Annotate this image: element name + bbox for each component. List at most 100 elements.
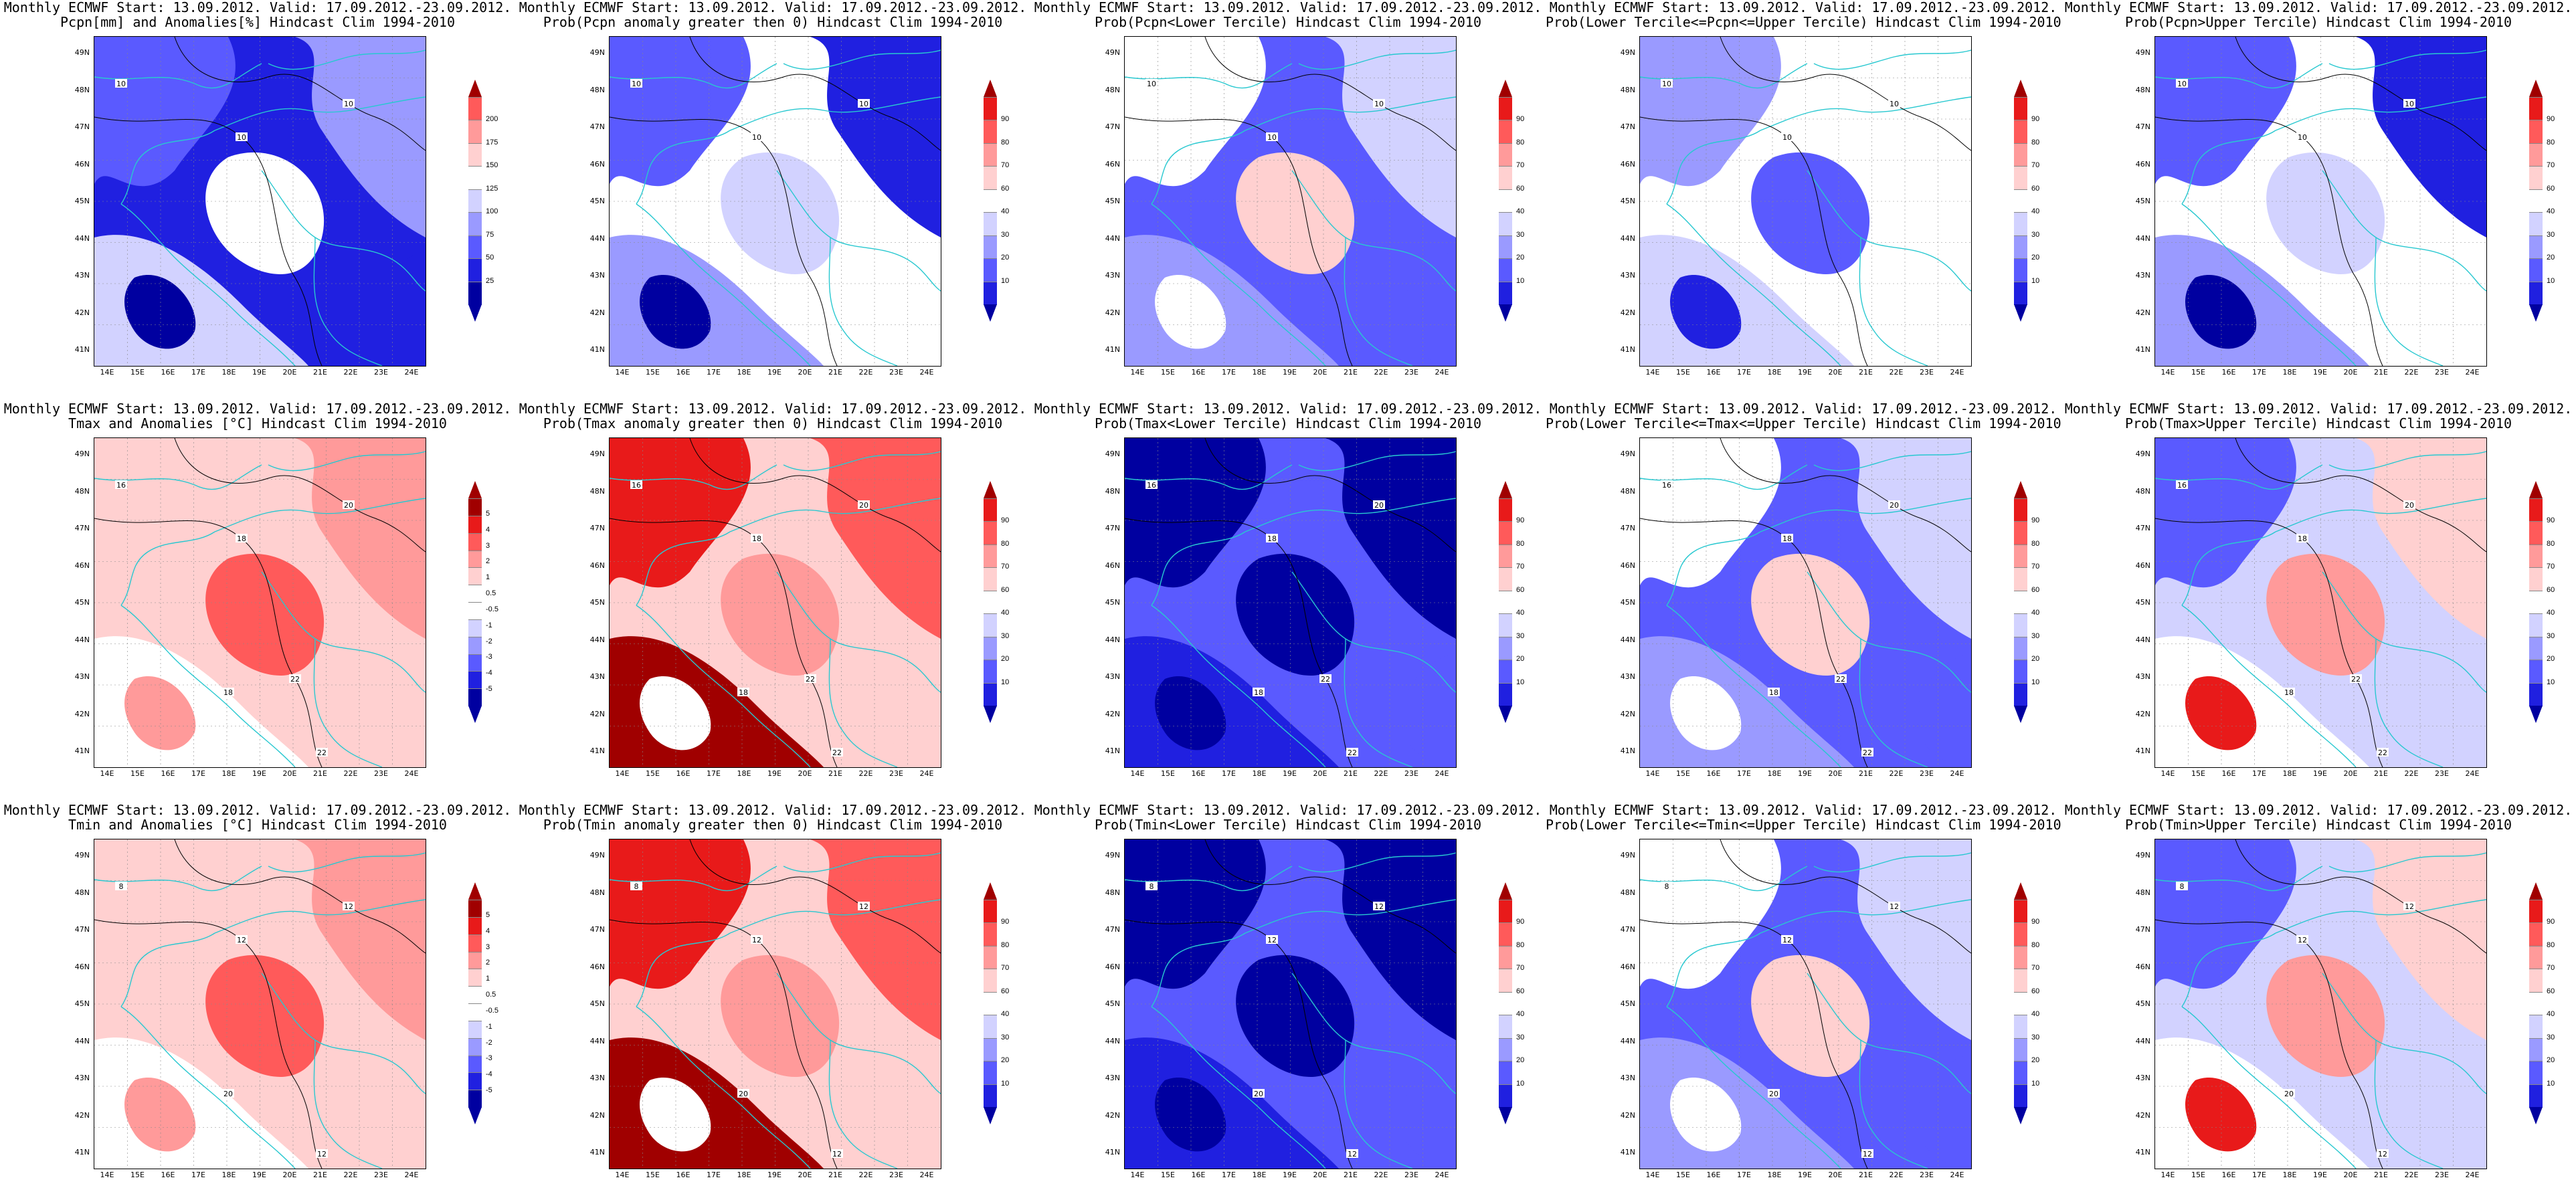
longitude-tick-label: 14E	[615, 368, 630, 377]
panel-title-line2: Prob(Tmin<Lower Tercile) Hindcast Clim 1…	[1095, 817, 1481, 833]
longitude-tick-label: 18E	[737, 769, 751, 778]
svg-text:18: 18	[1769, 688, 1778, 697]
latitude-tick-label: 43N	[1620, 672, 1635, 681]
longitude-tick-label: 23E	[374, 368, 388, 377]
longitude-tick-label: 14E	[2160, 368, 2175, 377]
colorbar-swatch	[468, 1072, 482, 1091]
colorbar-swatch	[2529, 613, 2543, 637]
colorbar-tick-label: 10	[1001, 276, 1010, 285]
colorbar-tick-label: 10	[1516, 678, 1525, 686]
coastline-border	[120, 1006, 296, 1169]
coastline-border	[1151, 531, 1246, 606]
longitude-tick-label: 14E	[2160, 769, 2175, 778]
coastline-border	[828, 638, 898, 767]
svg-text:10: 10	[1782, 133, 1792, 142]
colorbar-swatch	[2014, 567, 2027, 591]
isoline	[2155, 919, 2383, 1169]
colorbar-tick-label: -3	[486, 1054, 492, 1063]
colorbar-swatch	[1499, 567, 1512, 591]
colorbar-swatch	[1499, 189, 1512, 213]
colorbar-swatch	[984, 258, 997, 282]
shaded-region	[1325, 839, 1456, 1040]
colorbar-swatch	[1499, 142, 1512, 167]
latitude-tick-label: 44N	[74, 1036, 90, 1045]
map-panel-pcpn-prob-lower: Monthly ECMWF Start: 13.09.2012. Valid: …	[1030, 0, 1546, 401]
colorbar-legend: 90 80 70 60 40 30 20 10	[984, 481, 1009, 723]
coastline-border	[120, 531, 215, 606]
latitude-tick-label: 47N	[1620, 925, 1635, 934]
isoline	[1640, 518, 1868, 767]
longitude-tick-label: 18E	[2282, 769, 2297, 778]
latitude-tick-label: 49N	[2135, 48, 2150, 57]
latitude-tick-label: 42N	[1620, 1110, 1635, 1120]
longitude-tick-label: 24E	[404, 1171, 419, 1179]
longitude-tick-label: 17E	[1222, 769, 1236, 778]
isoline-label: 22	[1346, 748, 1358, 757]
colorbar-swatch	[2014, 1084, 2027, 1108]
shaded-region	[1325, 37, 1456, 237]
colorbar-tick-label: 10	[1001, 678, 1010, 686]
svg-text:22: 22	[2378, 748, 2387, 757]
svg-text:22: 22	[290, 675, 300, 684]
isoline	[1720, 37, 1971, 151]
svg-text:10: 10	[2177, 80, 2187, 88]
isoline-label: 20	[1888, 500, 1900, 510]
longitude-tick-label: 21E	[1859, 1171, 1873, 1179]
coastline-border	[1666, 531, 1761, 606]
longitude-tick-label: 14E	[2160, 1171, 2175, 1179]
colorbar-legend: 90 80 70 60 40 30 20 10	[2529, 882, 2555, 1124]
coastline-border	[120, 203, 296, 366]
map-panel-tmin-prob-middle: Monthly ECMWF Start: 13.09.2012. Valid: …	[1546, 803, 2061, 1204]
panel-title-line2: Prob(Tmin anomaly greater then 0) Hindca…	[543, 817, 1003, 833]
isoline-label: 8	[1661, 882, 1673, 891]
isoline	[94, 919, 323, 1169]
colorbar-swatch	[2529, 1015, 2543, 1039]
isoline-label: 12	[1861, 1149, 1873, 1159]
panel-title-line2: Prob(Pcpn anomaly greater then 0) Hindca…	[543, 14, 1003, 30]
latitude-tick-label: 47N	[74, 925, 90, 934]
isoline-label: 16	[630, 480, 642, 490]
latitude-tick-label: 43N	[589, 271, 605, 280]
longitude-tick-label: 21E	[828, 368, 842, 377]
longitude-tick-label: 17E	[2252, 368, 2266, 377]
isoline-label: 18	[751, 534, 763, 543]
colorbar-tick-label: 40	[2547, 1010, 2555, 1019]
latitude-tick-label: 46N	[74, 962, 90, 971]
panel-title-line2: Prob(Tmax>Upper Tercile) Hindcast Clim 1…	[2125, 415, 2512, 431]
latitude-tick-label: 41N	[1620, 345, 1635, 354]
colorbar-swatch	[1499, 212, 1512, 236]
longitude-tick-label: 16E	[161, 1171, 175, 1179]
map-panel-tmax-prob-upper: Monthly ECMWF Start: 13.09.2012. Valid: …	[2061, 401, 2576, 803]
longitude-tick-label: 18E	[737, 368, 751, 377]
coastline-border	[1151, 932, 1246, 1007]
colorbar-tick-label: 40	[2547, 609, 2555, 617]
colorbar-swatch	[1499, 922, 1512, 946]
colorbar-swatch	[984, 922, 997, 946]
colorbar-tick-label: 80	[2031, 940, 2040, 949]
map-plot-area: 12 8 12 12 20	[94, 839, 426, 1169]
latitude-tick-label: 43N	[74, 271, 90, 280]
colorbar-swatch	[984, 636, 997, 661]
isoline-label: 20	[343, 500, 355, 510]
colorbar-tick-label: 30	[2031, 631, 2040, 640]
longitude-tick-label: 15E	[1676, 769, 1690, 778]
latitude-tick-label: 41N	[2135, 345, 2150, 354]
svg-text:10: 10	[1890, 100, 1899, 108]
colorbar-tick-label: 90	[2547, 918, 2555, 926]
longitude-tick-label: 17E	[2252, 1171, 2266, 1179]
longitude-tick-label: 19E	[1798, 1171, 1812, 1179]
longitude-tick-label: 18E	[1252, 769, 1267, 778]
longitude-tick-label: 17E	[191, 1171, 205, 1179]
longitude-tick-label: 19E	[1283, 368, 1297, 377]
latitude-tick-label: 48N	[2135, 888, 2150, 897]
shaded-region	[295, 438, 426, 639]
longitude-tick-label: 20E	[798, 1171, 812, 1179]
latitude-tick-label: 48N	[74, 888, 90, 897]
panel-title-line1: Monthly ECMWF Start: 13.09.2012. Valid: …	[1034, 802, 1542, 818]
colorbar-swatch	[984, 235, 997, 260]
svg-text:18: 18	[752, 534, 761, 543]
longitude-tick-label: 17E	[707, 368, 721, 377]
svg-text:18: 18	[1267, 534, 1277, 543]
coastline-border	[1666, 605, 1841, 767]
